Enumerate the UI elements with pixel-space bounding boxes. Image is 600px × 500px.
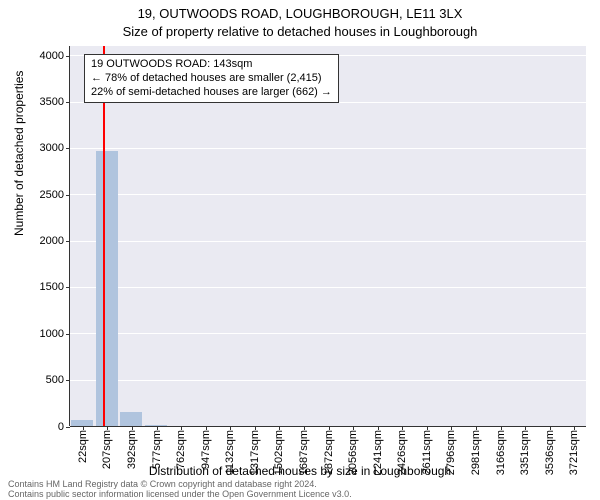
x-tick: 577sqm [156,426,157,427]
bar [96,151,118,426]
y-tick: 1000 [0,333,66,334]
x-tick: 2611sqm [426,426,427,427]
x-tick-label: 22sqm [77,430,89,463]
x-tick: 2981sqm [475,426,476,427]
x-tick: 3536sqm [549,426,550,427]
y-tick-label: 2500 [40,189,64,201]
attribution-line2: Contains public sector information licen… [8,490,600,500]
x-tick: 2426sqm [402,426,403,427]
x-tick: 1872sqm [328,426,329,427]
y-tick-label: 0 [58,421,64,433]
x-tick: 1317sqm [254,426,255,427]
x-tick: 947sqm [205,426,206,427]
y-tick: 3000 [0,148,66,149]
y-axis-label: Number of detached properties [12,71,26,236]
x-axis-label: Distribution of detached houses by size … [0,464,600,478]
x-tick: 3721sqm [574,426,575,427]
y-tick-label: 3500 [40,96,64,108]
chart-title-line2: Size of property relative to detached ho… [0,24,600,39]
y-tick: 1500 [0,287,66,288]
annotation-line3: 22% of semi-detached houses are larger (… [91,86,332,100]
chart-container: 19, OUTWOODS ROAD, LOUGHBOROUGH, LE11 3L… [0,0,600,500]
y-tick-label: 1000 [40,328,64,340]
x-tick: 1132sqm [230,426,231,427]
y-tick-label: 500 [46,374,64,386]
y-tick: 0 [0,426,66,427]
x-tick: 3166sqm [500,426,501,427]
annotation-line1: 19 OUTWOODS ROAD: 143sqm [91,58,332,72]
annotation-box: 19 OUTWOODS ROAD: 143sqm ← 78% of detach… [84,54,339,103]
y-tick: 2000 [0,241,66,242]
chart-title-line1: 19, OUTWOODS ROAD, LOUGHBOROUGH, LE11 3L… [0,6,600,21]
x-tick: 762sqm [181,426,182,427]
y-tick: 2500 [0,194,66,195]
x-tick: 1502sqm [279,426,280,427]
x-tick: 3351sqm [525,426,526,427]
x-tick: 2056sqm [353,426,354,427]
x-tick: 1687sqm [303,426,304,427]
x-tick: 392sqm [131,426,132,427]
bar [120,412,142,426]
x-tick: 22sqm [82,426,83,427]
attribution: Contains HM Land Registry data © Crown c… [0,480,600,500]
y-tick: 3500 [0,102,66,103]
y-tick-label: 4000 [40,50,64,62]
x-tick: 2796sqm [451,426,452,427]
annotation-line2: ← 78% of detached houses are smaller (2,… [91,72,332,86]
x-tick: 2241sqm [377,426,378,427]
x-tick: 207sqm [107,426,108,427]
y-tick-label: 3000 [40,142,64,154]
y-tick-label: 1500 [40,281,64,293]
y-tick: 500 [0,380,66,381]
y-tick: 4000 [0,55,66,56]
y-tick-label: 2000 [40,235,64,247]
